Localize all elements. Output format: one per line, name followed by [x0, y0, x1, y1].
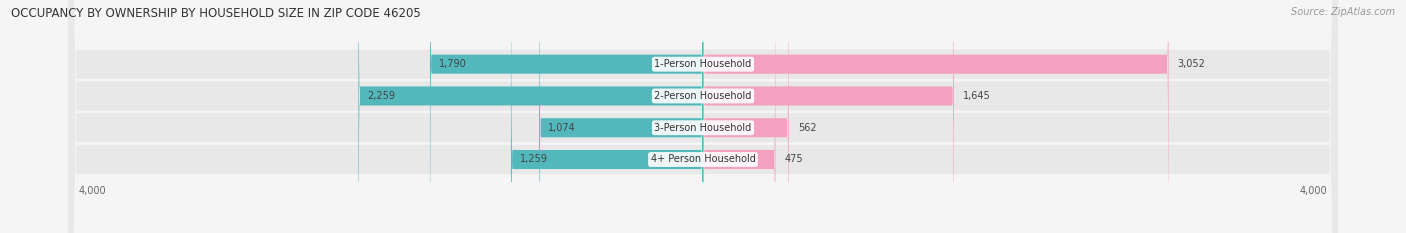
FancyBboxPatch shape	[703, 0, 953, 233]
FancyBboxPatch shape	[69, 0, 1337, 233]
FancyBboxPatch shape	[703, 0, 776, 233]
Text: 1,790: 1,790	[439, 59, 467, 69]
Text: 1,645: 1,645	[963, 91, 991, 101]
FancyBboxPatch shape	[703, 0, 1168, 233]
FancyBboxPatch shape	[69, 0, 1337, 233]
FancyBboxPatch shape	[430, 0, 703, 233]
FancyBboxPatch shape	[703, 0, 789, 233]
Text: 2,259: 2,259	[367, 91, 395, 101]
Text: 1-Person Household: 1-Person Household	[654, 59, 752, 69]
Text: 3-Person Household: 3-Person Household	[654, 123, 752, 133]
Text: Source: ZipAtlas.com: Source: ZipAtlas.com	[1291, 7, 1395, 17]
Text: 4+ Person Household: 4+ Person Household	[651, 154, 755, 164]
Text: 1,259: 1,259	[520, 154, 548, 164]
FancyBboxPatch shape	[538, 0, 703, 233]
Text: 3,052: 3,052	[1178, 59, 1205, 69]
FancyBboxPatch shape	[359, 0, 703, 233]
Legend: Owner-occupied, Renter-occupied: Owner-occupied, Renter-occupied	[593, 231, 813, 233]
FancyBboxPatch shape	[69, 0, 1337, 233]
Text: 2-Person Household: 2-Person Household	[654, 91, 752, 101]
Text: OCCUPANCY BY OWNERSHIP BY HOUSEHOLD SIZE IN ZIP CODE 46205: OCCUPANCY BY OWNERSHIP BY HOUSEHOLD SIZE…	[11, 7, 420, 20]
Text: 1,074: 1,074	[548, 123, 576, 133]
FancyBboxPatch shape	[510, 0, 703, 233]
FancyBboxPatch shape	[69, 0, 1337, 233]
Text: 475: 475	[785, 154, 803, 164]
Text: 562: 562	[797, 123, 817, 133]
